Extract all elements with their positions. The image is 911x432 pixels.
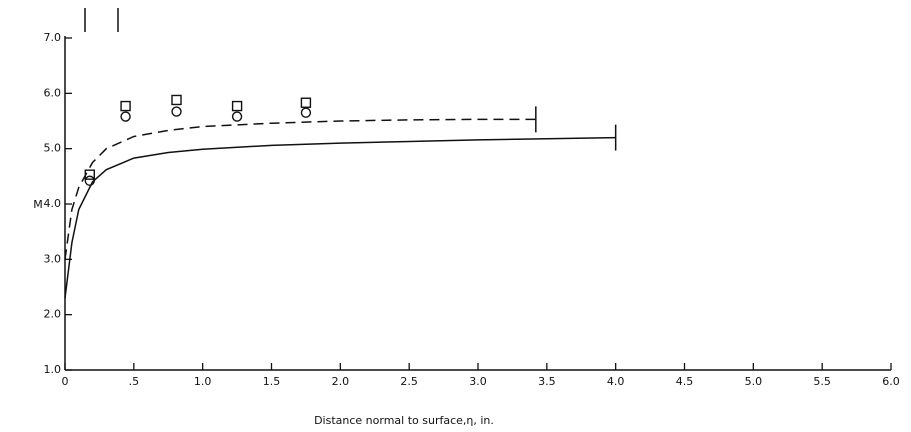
y-tick-label: 1.0: [44, 363, 62, 376]
x-tick-label: 3.5: [538, 375, 556, 388]
circle-point: [84, 175, 95, 186]
x-tick-label: 1.0: [194, 375, 212, 388]
y-tick-label: 5.0: [44, 142, 62, 155]
square-point: [300, 97, 312, 108]
x-tick-label: 5.5: [813, 375, 831, 388]
x-tick-label: 2.0: [332, 375, 350, 388]
circle-point: [120, 111, 131, 122]
x-tick-label: .5: [129, 375, 140, 388]
x-tick-label: 4.0: [607, 375, 625, 388]
x-axis-label: Distance normal to surface,η, in.: [314, 414, 494, 427]
square-point: [120, 100, 131, 112]
x-tick-label: 0: [62, 375, 69, 388]
circle-point: [300, 107, 312, 118]
y-tick-label: 3.0: [44, 252, 62, 265]
y-tick-label: 2.0: [44, 308, 62, 321]
x-tick-label: 3.0: [469, 375, 487, 388]
x-tick-label: 4.5: [676, 375, 694, 388]
y-axis-label: M: [33, 198, 43, 211]
curve: [64, 118, 536, 260]
y-tick-label: 4.0: [44, 197, 62, 210]
square-point: [171, 94, 182, 106]
x-tick-label: 2.5: [400, 375, 418, 388]
curve: [64, 136, 616, 299]
x-tick-label: 6.0: [882, 375, 900, 388]
circle-point: [231, 111, 243, 122]
square-point: [84, 169, 95, 180]
y-tick-label: 6.0: [44, 86, 62, 99]
y-tick-label: 7.0: [44, 31, 62, 44]
circle-point: [171, 106, 182, 117]
x-tick-label: 5.0: [745, 375, 763, 388]
square-point: [231, 100, 243, 112]
x-tick-label: 1.5: [263, 375, 281, 388]
